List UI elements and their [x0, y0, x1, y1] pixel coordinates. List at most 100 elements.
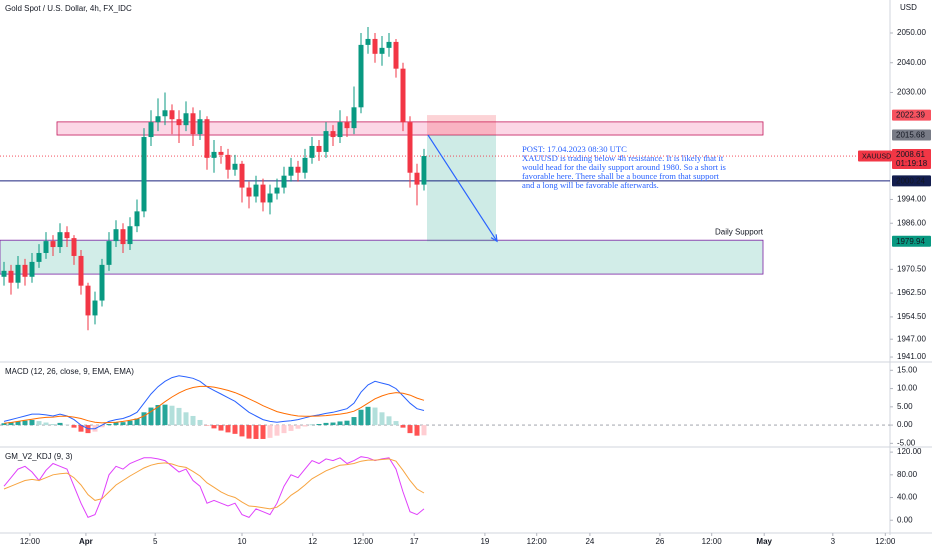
macd-histogram-bar: [323, 422, 329, 426]
candle-body: [71, 238, 77, 256]
macd-histogram-bar: [141, 412, 147, 426]
candle-body: [29, 261, 35, 277]
candle-body: [176, 119, 182, 126]
candle-body: [127, 226, 133, 245]
x-tick-label: 26: [655, 537, 664, 546]
macd-histogram-bar: [295, 425, 301, 429]
candle-body: [386, 41, 392, 48]
post-line: and a long will be favorable afterwards.: [522, 180, 659, 190]
y-tick-label: 1986.00: [897, 218, 926, 227]
candle-body: [50, 241, 56, 248]
macd-histogram-bar: [134, 418, 140, 426]
macd-line: [3, 385, 425, 424]
macd-histogram-bar: [1, 423, 7, 426]
candle-body: [190, 113, 196, 135]
macd-histogram-bar: [8, 422, 14, 426]
macd-histogram-bar: [211, 425, 217, 429]
candle-body: [141, 137, 147, 212]
stop-price-tag: 2022.39: [896, 111, 925, 120]
macd-histogram-bar: [176, 407, 182, 426]
candle-body: [225, 154, 231, 170]
candle-body: [414, 172, 420, 185]
candle-body: [365, 38, 371, 45]
macd-histogram-bar: [386, 416, 392, 426]
y-tick-label: 1941.00: [897, 352, 926, 361]
support-zone: [0, 239, 764, 275]
macd-histogram-bar: [337, 421, 343, 426]
macd-histogram-bar: [127, 420, 133, 426]
x-tick-label: 12:00: [702, 537, 723, 546]
candle-body: [358, 44, 364, 108]
candle-body: [260, 184, 266, 203]
y-tick-label: 2040.00: [897, 58, 926, 67]
macd-histogram-bar: [407, 425, 413, 434]
candle-body: [78, 255, 84, 286]
x-tick-label: Apr: [79, 537, 93, 546]
candle-body: [99, 264, 105, 301]
candle-body: [64, 232, 70, 239]
macd-histogram-bar: [253, 425, 259, 439]
macd-histogram-bar: [316, 423, 322, 426]
candle-body: [197, 119, 203, 135]
candle-body: [183, 113, 189, 126]
x-tick-label: 19: [480, 537, 489, 546]
candle-body: [400, 68, 406, 123]
macd-histogram-bar: [379, 412, 385, 426]
kdj-line: [3, 458, 425, 510]
macd-histogram-bar: [22, 420, 28, 426]
target-price-tag: 1979.94: [896, 237, 925, 246]
y-tick-label: 5.00: [897, 402, 913, 411]
macd-histogram-bar: [281, 425, 287, 434]
candle-body: [379, 47, 385, 54]
candle-body: [232, 163, 238, 170]
y-tick-label: 1970.50: [897, 264, 926, 273]
macd-line: [3, 375, 425, 430]
x-tick-label: 24: [585, 537, 594, 546]
candle-body: [337, 122, 343, 138]
macd-histogram-bar: [57, 422, 63, 426]
last-price-tag-bg: [892, 149, 931, 170]
macd-histogram-bar: [15, 421, 21, 426]
macd-histogram-bar: [365, 406, 371, 426]
candle-body: [267, 193, 273, 203]
post-line: favorable here. There shall be a bounce …: [522, 171, 720, 181]
macd-histogram-bar: [260, 425, 266, 439]
candle-body: [113, 229, 119, 242]
macd-histogram-bar: [351, 417, 357, 426]
candle-body: [106, 241, 112, 265]
x-tick-label: May: [756, 537, 772, 546]
macd-histogram-bar: [232, 425, 238, 434]
y-tick-label: 80.00: [897, 470, 918, 479]
y-tick-label: 40.00: [897, 493, 918, 502]
candle-body: [323, 131, 329, 152]
candle-body: [288, 166, 294, 176]
x-tick-label: 12:00: [527, 537, 548, 546]
macd-histogram-bar: [162, 404, 168, 426]
candle-body: [239, 163, 245, 188]
candle-body: [148, 122, 154, 138]
y-tick-label: 2030.00: [897, 88, 926, 97]
macd-histogram-bar: [106, 423, 112, 426]
candle-body: [316, 145, 322, 152]
candle-body: [8, 270, 14, 283]
target-price-tag-bg: [892, 235, 931, 247]
y-tick-label: 0.00: [897, 420, 913, 429]
level-price-tag-bg: [892, 175, 931, 187]
stop-price-tag-bg: [892, 109, 931, 121]
macd-histogram-bar: [148, 407, 154, 426]
candle-body: [43, 241, 49, 253]
symbol-tag: XAUUSD: [862, 153, 891, 160]
post-line: XAUUSD is trading below 4h resistance. I…: [522, 153, 724, 163]
y-tick-label: 2050.00: [897, 28, 926, 37]
x-tick-label: 12:00: [20, 537, 41, 546]
macd-histogram-bar: [330, 422, 336, 426]
macd-histogram-bar: [113, 422, 119, 426]
symbol-tag-bg: [858, 150, 892, 162]
macd-histogram-bar: [414, 425, 420, 436]
entry-price-tag: 2015.68: [896, 131, 925, 140]
kdj-line: [3, 456, 425, 519]
candle-body: [92, 300, 98, 316]
candle-body: [344, 122, 350, 129]
candle-body: [295, 166, 301, 173]
